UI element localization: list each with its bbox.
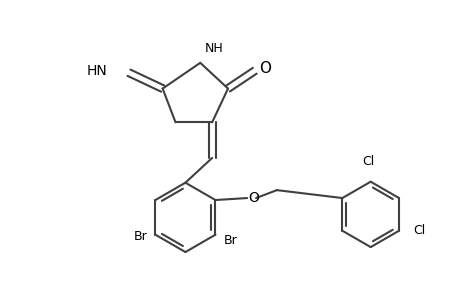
Text: Br: Br bbox=[223, 234, 236, 247]
Text: NH: NH bbox=[205, 42, 224, 56]
Text: Br: Br bbox=[134, 230, 147, 243]
Text: Cl: Cl bbox=[412, 224, 424, 237]
Text: HN: HN bbox=[86, 64, 107, 78]
Text: O: O bbox=[248, 191, 259, 205]
Text: O: O bbox=[258, 61, 270, 76]
Text: Cl: Cl bbox=[362, 155, 374, 168]
